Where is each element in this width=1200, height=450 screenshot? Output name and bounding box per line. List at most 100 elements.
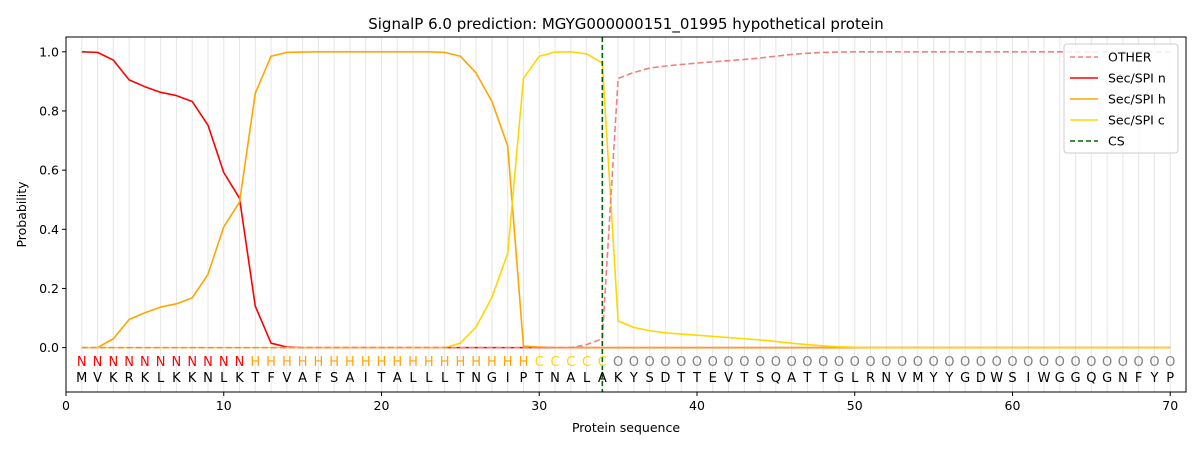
region-label: H [314,355,324,370]
y-tick-label: 0.6 [39,163,59,178]
residue-label: F [1135,371,1142,386]
region-label: O [613,355,623,370]
residue-label: V [898,371,907,386]
region-label: H [329,355,339,370]
region-label: O [1039,355,1049,370]
residue-label: L [409,371,417,386]
residue-label: F [315,371,322,386]
residue-label: N [550,371,560,386]
x-tick-label: 70 [1162,398,1178,413]
region-label: O [834,355,844,370]
residue-label: M [76,371,87,386]
region-label: O [881,355,891,370]
residue-label: Y [1149,371,1158,386]
residue-label: G [960,371,970,386]
region-label: C [598,355,607,370]
legend-label: Sec/SPI n [1108,71,1166,86]
region-label: O [818,355,828,370]
residue-label: A [787,371,796,386]
sequence-labels: NMNVNKNRNKNLNKNKNNNLNKHTHFHVHAHFHSHAHIHT… [76,355,1175,386]
region-label: O [913,355,923,370]
region-label: H [519,355,529,370]
region-label: O [676,355,686,370]
region-label: H [298,355,308,370]
region-label: N [93,355,103,370]
region-label: O [692,355,702,370]
residue-label: F [267,371,274,386]
region-label: O [960,355,970,370]
residue-label: T [802,371,811,386]
region-label: O [629,355,639,370]
residue-label: N [1118,371,1128,386]
legend-label: Sec/SPI c [1108,113,1165,128]
y-axis-label: Probability [14,181,29,248]
region-label: N [235,355,245,370]
residue-label: L [441,371,449,386]
residue-label: K [141,371,150,386]
series-lines [81,37,1171,392]
residue-label: G [834,371,844,386]
region-label: C [535,355,544,370]
region-label: N [108,355,118,370]
x-tick-label: 30 [531,398,547,413]
grid-lines [81,37,1171,392]
region-label: O [1070,355,1080,370]
chart-title: SignalP 6.0 prediction: MGYG000000151_01… [368,15,884,34]
residue-label: L [851,371,859,386]
region-label: H [455,355,465,370]
residue-label: N [881,371,891,386]
legend-label: Sec/SPI h [1108,92,1166,107]
plot-frame [65,36,1187,393]
residue-label: T [455,371,464,386]
region-label: O [771,355,781,370]
legend-box [1063,43,1179,154]
residue-label: G [487,371,497,386]
residue-label: L [220,371,228,386]
residue-label: S [756,371,764,386]
region-label: H [408,355,418,370]
series-line-sec-spi-h [81,50,1171,349]
series-line-other [81,50,1171,349]
residue-label: W [1038,371,1051,386]
residue-label: A [393,371,402,386]
residue-label: Y [944,371,953,386]
residue-label: D [976,371,986,386]
region-label: O [976,355,986,370]
region-label: O [928,355,938,370]
region-label: O [1149,355,1159,370]
residue-label: K [172,371,181,386]
series-line-sec-spi-n [81,50,1171,349]
region-label: H [250,355,260,370]
residue-label: Q [1086,371,1096,386]
region-label: O [802,355,812,370]
region-label: H [282,355,292,370]
residue-label: A [566,371,575,386]
residue-label: G [1102,371,1112,386]
x-axis-label: Protein sequence [572,420,680,435]
legend: OTHER Sec/SPI n Sec/SPI h Sec/SPI c CS [1063,43,1179,154]
axes: 0 10 20 30 40 50 60 70 0.0 0.2 0.4 0.6 0.8 1.0 [39,44,1178,413]
region-label: O [708,355,718,370]
residue-label: Y [929,371,938,386]
residue-label: V [724,371,733,386]
region-label: N [156,355,166,370]
residue-label: T [692,371,701,386]
region-label: O [723,355,733,370]
x-tick-label: 10 [216,398,232,413]
region-label: H [361,355,371,370]
residue-label: A [345,371,354,386]
region-label: O [992,355,1002,370]
residue-label: N [203,371,213,386]
residue-label: A [298,371,307,386]
y-tick-label: 0.2 [39,281,59,296]
residue-label: N [471,371,481,386]
region-label: N [203,355,213,370]
region-label: N [172,355,182,370]
y-tick-label: 1.0 [39,44,59,59]
residue-label: K [614,371,623,386]
residue-label: I [1026,371,1030,386]
residue-label: M [912,371,923,386]
x-tick-label: 20 [374,398,390,413]
residue-label: L [425,371,433,386]
residue-label: I [506,371,510,386]
